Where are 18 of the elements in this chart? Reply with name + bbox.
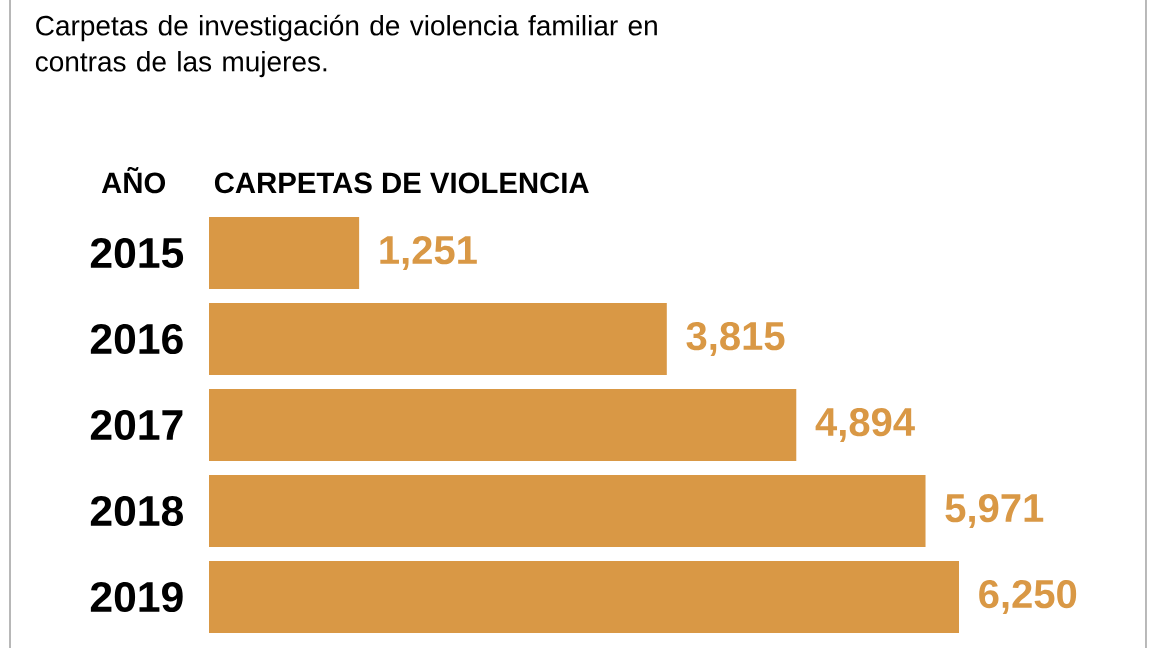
data-label: 3,815 [686,321,785,357]
y-tick-label: 2019 [90,581,183,613]
y-tick-label: 2015 [90,237,184,269]
y-tick-label: 2016 [90,323,183,355]
data-label: 1,251 [380,235,477,271]
x-axis-title: CARPETAS DE VIOLENCIA [214,172,589,194]
bar [209,560,959,633]
bar [209,303,667,375]
bar [209,388,797,461]
bar [209,474,926,547]
chart-title: Carpetas de investigación de violencia familiar en contras de las mujeres. [35,14,657,78]
y-tick-label: 2017 [90,409,183,441]
data-label: 5,971 [945,493,1044,529]
y-axis-title: AÑO [101,166,166,194]
bar [209,217,360,289]
data-label: 6,250 [979,579,1077,615]
data-label: 4,894 [815,407,915,443]
y-tick-label: 2018 [90,495,183,527]
